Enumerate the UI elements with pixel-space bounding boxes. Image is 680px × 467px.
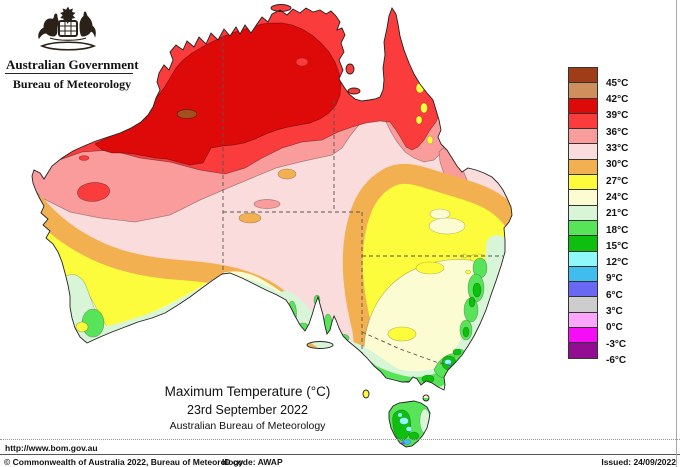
legend-label: 36°C xyxy=(606,126,629,138)
legend-cell xyxy=(568,174,598,191)
legend-cell xyxy=(568,281,598,298)
map-date: 23rd September 2022 xyxy=(187,403,308,417)
legend-label: 33°C xyxy=(606,143,629,154)
legend-label: 42°C xyxy=(606,94,629,106)
legend-label: 21°C xyxy=(606,208,629,220)
legend-cell xyxy=(568,143,598,160)
government-title: Australian Government xyxy=(6,57,139,72)
legend-label: 24°C xyxy=(606,191,629,203)
legend-cell xyxy=(568,97,598,114)
coastline xyxy=(31,4,513,448)
legend-cell xyxy=(568,67,598,84)
footer-bar: © Commonwealth of Australia 2022, Bureau… xyxy=(0,457,680,467)
legend-cell xyxy=(568,342,598,359)
legend-cell xyxy=(568,189,598,206)
legend-cell xyxy=(568,204,598,221)
legend-cell xyxy=(568,82,598,99)
issued-date-text: Issued: 24/09/2022 xyxy=(601,457,676,467)
legend-cell xyxy=(568,265,598,283)
legend-cell xyxy=(568,158,598,176)
coat-of-arms-icon xyxy=(38,6,97,51)
header-divider xyxy=(5,73,133,74)
legend-label: 39°C xyxy=(606,110,629,122)
legend-label: 9°C xyxy=(606,273,623,285)
legend-label: 6°C xyxy=(606,289,623,301)
legend-cell xyxy=(568,219,598,237)
legend-color-scale xyxy=(568,67,598,359)
legend-label: 3°C xyxy=(606,306,623,317)
footer-dotted-rule xyxy=(0,439,680,440)
copyright-text: © Commonwealth of Australia 2022, Bureau… xyxy=(4,457,244,467)
bureau-title: Bureau of Meteorology xyxy=(12,77,132,91)
legend-label: 15°C xyxy=(606,240,629,252)
page-right-border xyxy=(676,0,677,467)
legend-label: 27°C xyxy=(606,175,629,187)
legend-cell xyxy=(568,235,598,252)
legend-label: -6°C xyxy=(606,354,627,366)
legend-label: 18°C xyxy=(606,224,629,236)
legend-label: -3°C xyxy=(606,338,627,350)
legend-cell xyxy=(568,112,598,130)
footer-solid-rule xyxy=(0,454,680,455)
map-title: Maximum Temperature (°C) xyxy=(164,384,331,399)
legend-cell xyxy=(568,250,598,267)
legend-label: 45°C xyxy=(606,77,629,89)
id-code-text: ID code: AWAP xyxy=(222,457,283,467)
map-title-block: Maximum Temperature (°C) 23rd September … xyxy=(105,384,390,432)
legend-cell xyxy=(568,296,598,313)
state-borders xyxy=(222,35,503,367)
legend-cell xyxy=(568,311,598,329)
bom-url: http://www.bom.gov.au xyxy=(5,443,98,453)
legend-label: 0°C xyxy=(606,322,623,334)
legend-label: 30°C xyxy=(606,159,629,171)
map-source: Australian Bureau of Meteorology xyxy=(169,420,326,432)
legend-label: 12°C xyxy=(606,257,629,269)
legend-cell xyxy=(568,128,598,145)
legend-cell xyxy=(568,327,598,344)
